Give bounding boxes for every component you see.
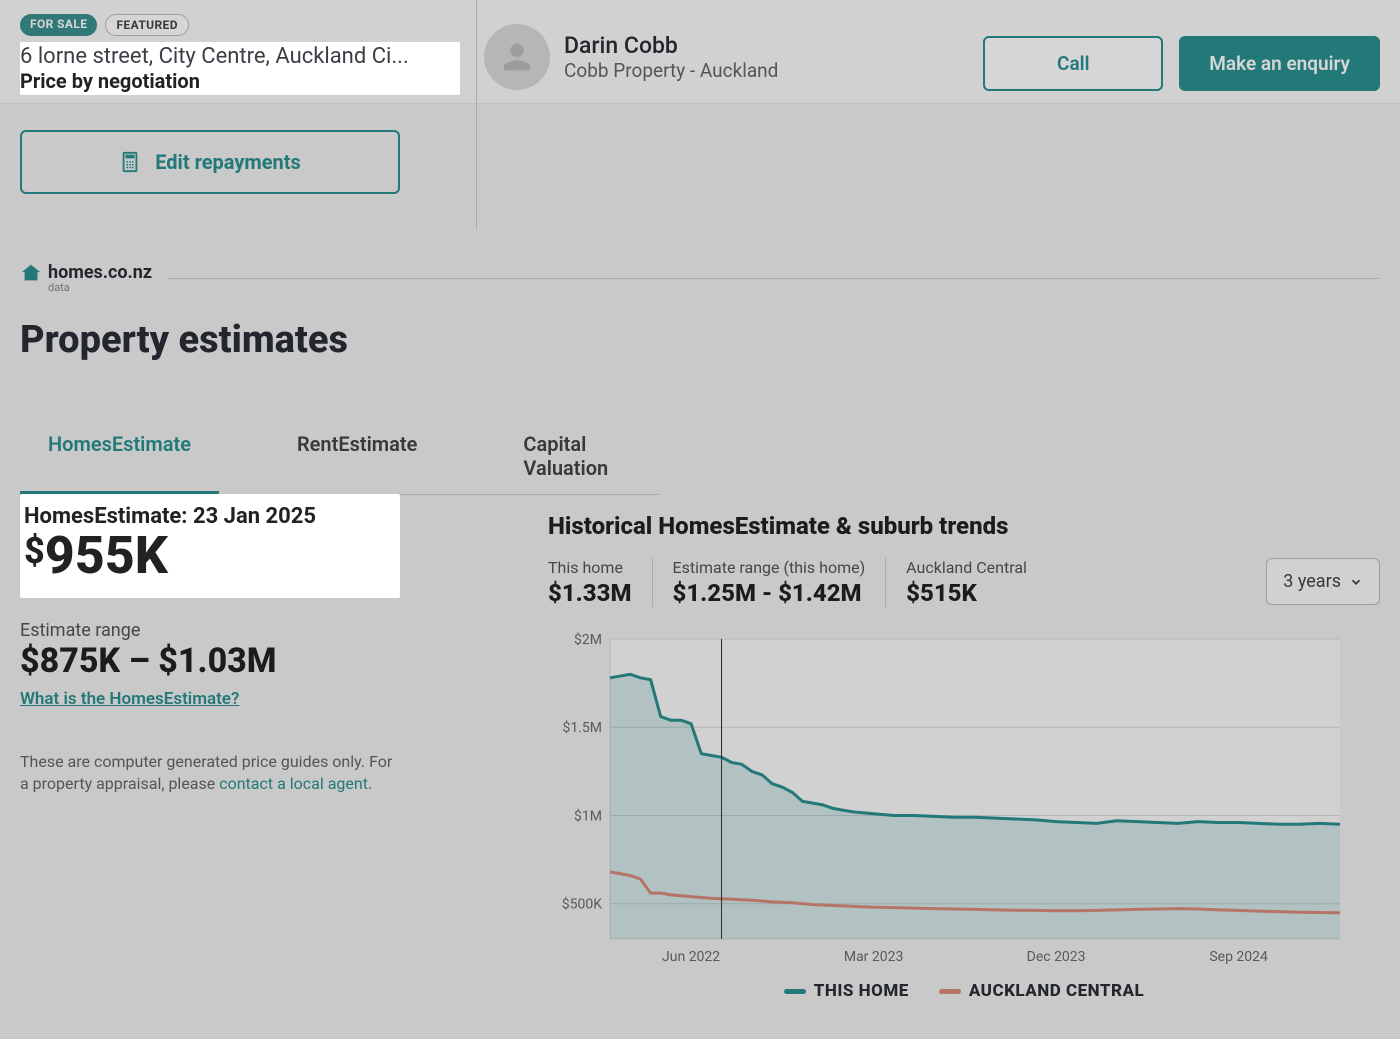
header-left: FOR SALE FEATURED 6 lorne street, City C… — [20, 14, 460, 95]
estimate-range: $875K – $1.03M — [20, 641, 460, 681]
agent-name: Darin Cobb — [564, 32, 778, 59]
stat-value: $1.25M - $1.42M — [673, 579, 866, 607]
legend-swatch — [784, 989, 806, 994]
stat-this-home: This home $1.33M — [548, 558, 652, 607]
chart-legend: THIS HOME AUCKLAND CENTRAL — [548, 981, 1380, 1001]
stat-label: Auckland Central — [906, 558, 1027, 577]
house-icon — [20, 262, 42, 284]
calculator-icon — [119, 151, 141, 173]
disclaimer: These are computer generated price guide… — [20, 751, 400, 796]
chart-title: Historical HomesEstimate & suburb trends — [548, 512, 1380, 540]
stat-value: $515K — [906, 579, 1027, 607]
person-icon — [497, 37, 537, 77]
price-line: Price by negotiation — [20, 69, 456, 93]
svg-text:Mar 2023: Mar 2023 — [844, 949, 904, 965]
agent-block: Darin Cobb Cobb Property - Auckland — [484, 24, 778, 90]
contact-agent-link[interactable]: contact a local agent — [219, 774, 368, 793]
estimate-summary: HomesEstimate: 23 Jan 2025 $955K Estimat… — [20, 494, 460, 795]
brand-name: homes.co.nz — [48, 262, 152, 283]
trend-chart[interactable]: $500K $1M $1.5M $2M Jun 2022 Mar 2023 Dec 2023… — [548, 631, 1348, 971]
vertical-divider — [476, 0, 477, 230]
header-actions: Call Make an enquiry — [983, 36, 1380, 91]
property-address: 6 lorne street, City Centre, Auckland Ci… — [20, 44, 420, 69]
svg-text:$1.5M: $1.5M — [562, 719, 602, 736]
call-button[interactable]: Call — [983, 36, 1163, 91]
brand-divider-line — [168, 278, 1380, 279]
brand-text-block: homes.co.nz data — [48, 262, 152, 294]
left-column: Edit repayments — [20, 130, 460, 194]
highlight-address-block: 6 lorne street, City Centre, Auckland Ci… — [20, 42, 460, 95]
section-title: Property estimates — [20, 318, 348, 362]
page-header: FOR SALE FEATURED 6 lorne street, City C… — [0, 0, 1400, 104]
what-is-link[interactable]: What is the HomesEstimate? — [20, 689, 239, 709]
legend-swatch — [939, 989, 961, 994]
svg-text:$1M: $1M — [574, 807, 602, 824]
chart-panel: Historical HomesEstimate & suburb trends… — [548, 512, 1380, 1001]
estimate-tabs: HomesEstimate RentEstimate Capital Valua… — [20, 420, 660, 495]
edit-repayments-label: Edit repayments — [155, 150, 301, 174]
svg-text:$500K: $500K — [562, 896, 602, 913]
estimate-value: $955K — [24, 529, 386, 584]
estimate-range-label: Estimate range — [20, 620, 460, 641]
enquiry-button[interactable]: Make an enquiry — [1179, 36, 1380, 91]
chart-stats-row: This home $1.33M Estimate range (this ho… — [548, 558, 1380, 607]
timerange-label: 3 years — [1283, 571, 1341, 592]
chevron-down-icon — [1349, 575, 1363, 589]
legend-suburb: AUCKLAND CENTRAL — [939, 981, 1144, 1001]
stat-label: Estimate range (this home) — [673, 558, 866, 577]
estimate-value-number: 955K — [45, 525, 168, 586]
agent-avatar — [484, 24, 550, 90]
agent-company: Cobb Property - Auckland — [564, 59, 778, 82]
highlight-estimate-block: HomesEstimate: 23 Jan 2025 $955K — [20, 494, 400, 598]
legend-label: AUCKLAND CENTRAL — [969, 981, 1144, 1001]
legend-this-home: THIS HOME — [784, 981, 909, 1001]
stat-value: $1.33M — [548, 579, 632, 607]
svg-text:Jun 2022: Jun 2022 — [662, 949, 720, 965]
svg-text:Dec 2023: Dec 2023 — [1027, 949, 1086, 965]
edit-repayments-button[interactable]: Edit repayments — [20, 130, 400, 194]
stat-range: Estimate range (this home) $1.25M - $1.4… — [652, 558, 886, 607]
tab-homesestimate[interactable]: HomesEstimate — [20, 420, 219, 495]
disclaimer-post: . — [368, 774, 372, 793]
legend-label: THIS HOME — [814, 981, 909, 1001]
tab-rentestimate[interactable]: RentEstimate — [269, 420, 445, 494]
tab-capitalvaluation[interactable]: Capital Valuation — [495, 420, 660, 494]
badges: FOR SALE FEATURED — [20, 14, 460, 36]
brand-block: homes.co.nz data — [20, 262, 152, 294]
svg-text:$2M: $2M — [574, 631, 602, 648]
timerange-dropdown[interactable]: 3 years — [1266, 558, 1380, 605]
brand-row: homes.co.nz data — [20, 262, 1380, 294]
agent-text: Darin Cobb Cobb Property - Auckland — [564, 32, 778, 82]
stat-suburb: Auckland Central $515K — [885, 558, 1047, 607]
stat-label: This home — [548, 558, 632, 577]
chart-box: $500K $1M $1.5M $2M Jun 2022 Mar 2023 Dec 2023… — [548, 631, 1348, 971]
badge-forsale: FOR SALE — [20, 14, 97, 36]
svg-text:Sep 2024: Sep 2024 — [1209, 949, 1268, 965]
badge-featured: FEATURED — [105, 14, 188, 36]
